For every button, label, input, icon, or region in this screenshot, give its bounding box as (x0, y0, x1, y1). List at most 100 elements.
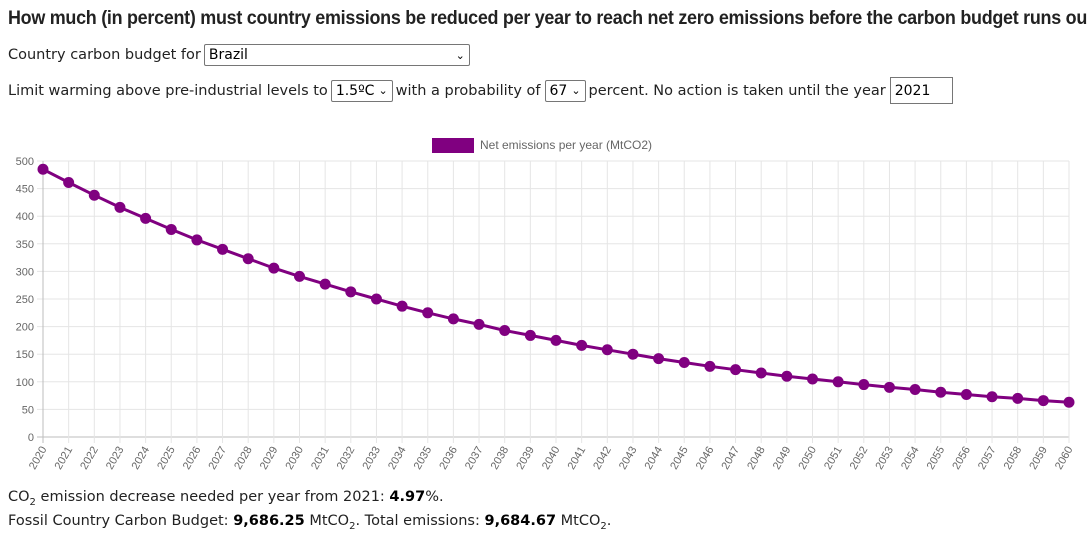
data-point[interactable] (704, 360, 716, 372)
probability-select-value: 67 (549, 82, 568, 99)
x-tick-label: 2037 (463, 445, 486, 472)
x-tick-label: 2024 (130, 445, 153, 472)
x-tick-label: 2027 (207, 445, 230, 472)
x-tick-label: 2052 (848, 445, 871, 472)
y-tick-label: 500 (16, 156, 34, 168)
x-tick-label: 2048 (745, 445, 768, 472)
no-action-label: percent. No action is taken until the ye… (588, 82, 886, 99)
data-point[interactable] (217, 243, 229, 255)
decrease-value: 4.97 (389, 489, 426, 505)
data-point[interactable] (499, 324, 511, 336)
legend-swatch[interactable] (432, 138, 474, 153)
x-tick-label: 2022 (78, 445, 101, 472)
data-point[interactable] (1012, 392, 1024, 404)
data-point[interactable] (524, 329, 536, 341)
y-axis: 0 50 100 150 200 250 300 350 400 450 500 (16, 156, 34, 444)
data-point[interactable] (345, 286, 357, 298)
x-tick-label: 2020 (27, 445, 50, 472)
chevron-down-icon: ⌄ (455, 48, 465, 62)
data-point[interactable] (550, 334, 562, 346)
data-point[interactable] (191, 234, 203, 246)
data-point[interactable] (935, 386, 947, 398)
x-tick-label: 2049 (771, 445, 794, 472)
x-tick-label: 2032 (335, 445, 358, 472)
chevron-down-icon: ⌄ (378, 84, 388, 97)
data-point[interactable] (140, 212, 152, 224)
y-tick-label: 50 (22, 404, 34, 416)
data-point[interactable] (88, 189, 100, 201)
country-label: Country carbon budget for (8, 47, 201, 63)
data-point[interactable] (294, 270, 305, 282)
x-tick-label: 2034 (386, 445, 409, 472)
x-tick-label: 2043 (617, 445, 640, 472)
data-point[interactable] (730, 364, 742, 376)
data-point[interactable] (37, 163, 49, 175)
data-point[interactable] (807, 373, 818, 385)
total-unit-subscript: 2 (600, 520, 607, 532)
summary-end: . (606, 513, 612, 529)
x-tick-label: 2047 (720, 445, 743, 472)
x-tick-label: 2051 (822, 445, 845, 472)
data-point[interactable] (370, 293, 382, 305)
data-point[interactable] (883, 381, 895, 393)
y-tick-label: 200 (16, 322, 34, 334)
x-tick-label: 2056 (950, 445, 973, 472)
x-tick-label: 2058 (1002, 444, 1025, 471)
data-point[interactable] (960, 388, 972, 400)
data-point[interactable] (627, 348, 639, 360)
y-tick-label: 250 (16, 294, 34, 306)
y-tick-label: 350 (16, 239, 34, 251)
data-point[interactable] (319, 278, 331, 290)
x-tick-label: 2036 (437, 445, 460, 472)
x-tick-label: 2057 (976, 445, 999, 472)
x-axis: 2020 2021 2022 2023 2024 2025 2026 2027 2028 2029… (27, 444, 1076, 471)
warming-select[interactable]: 1.5ºC ⌄ (330, 79, 393, 102)
co2-label: CO (8, 489, 30, 505)
year-input[interactable]: 2021 (889, 77, 953, 104)
data-point[interactable] (653, 353, 665, 365)
country-select[interactable]: Brazil ⌄ (203, 44, 470, 66)
data-point[interactable] (63, 177, 75, 189)
data-point[interactable] (242, 253, 254, 265)
data-point[interactable] (473, 318, 485, 330)
settings-row: Limit warming above pre-industrial level… (8, 77, 953, 104)
probability-label: with a probability of (395, 82, 541, 99)
x-tick-label: 2040 (540, 445, 563, 472)
budget-value: 9,686.25 (233, 513, 305, 529)
x-tick-label: 2028 (232, 445, 255, 472)
data-point[interactable] (396, 300, 408, 312)
y-tick-label: 400 (16, 211, 34, 223)
data-point[interactable] (576, 339, 588, 351)
data-point[interactable] (678, 356, 690, 368)
data-point[interactable] (114, 201, 126, 213)
series-points (37, 163, 1075, 408)
data-point[interactable] (1037, 395, 1049, 407)
budget-label: Fossil Country Carbon Budget: (8, 513, 234, 529)
probability-select[interactable]: 67 ⌄ (544, 79, 586, 102)
data-point[interactable] (422, 307, 434, 319)
data-point[interactable] (755, 367, 767, 379)
data-point[interactable] (601, 344, 613, 356)
x-tick-label: 2042 (591, 445, 614, 472)
chevron-down-icon: ⌄ (571, 84, 581, 97)
data-point[interactable] (268, 262, 280, 274)
data-point[interactable] (832, 376, 844, 388)
co2-subscript: 2 (29, 496, 36, 508)
x-tick-label: 2021 (53, 445, 76, 472)
x-tick-label: 2059 (1027, 445, 1050, 472)
data-point[interactable] (858, 379, 870, 391)
data-point[interactable] (781, 370, 793, 382)
data-point[interactable] (447, 313, 459, 325)
x-tick-label: 2041 (566, 445, 589, 472)
legend-label[interactable]: Net emissions per year (MtCO2) (480, 138, 652, 152)
data-point[interactable] (1063, 396, 1075, 408)
x-tick-label: 2050 (796, 445, 819, 472)
budget-unit-subscript: 2 (349, 520, 356, 532)
x-tick-label: 2025 (155, 445, 178, 472)
total-label: . Total emissions: (355, 513, 485, 529)
data-point[interactable] (986, 391, 998, 403)
x-tick-label: 2060 (1053, 445, 1076, 472)
data-point[interactable] (165, 223, 177, 235)
data-point[interactable] (909, 384, 921, 396)
